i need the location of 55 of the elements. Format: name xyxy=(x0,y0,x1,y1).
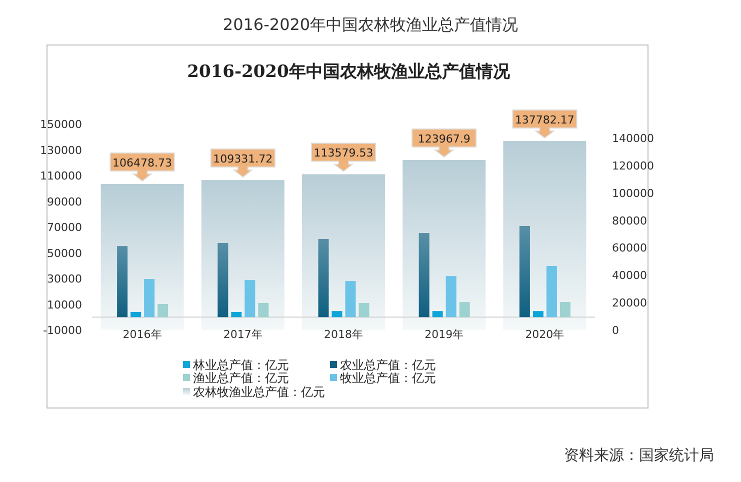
bar xyxy=(532,311,544,318)
bar xyxy=(459,302,470,318)
bar xyxy=(519,226,530,318)
y-tick-label: 150000 xyxy=(40,118,82,131)
bar xyxy=(117,246,128,318)
y-tick-label: 30000 xyxy=(47,272,82,286)
y2-tick-label: 140000 xyxy=(612,132,654,145)
x-tick-label: 2020年 xyxy=(525,328,564,341)
chart-subtitle: 2016-2020年中国农林牧渔业总产值情况 xyxy=(187,62,511,82)
y-tick-label: 70000 xyxy=(47,221,82,234)
x-tick-label: 2019年 xyxy=(424,328,464,341)
bar xyxy=(158,304,168,318)
bar xyxy=(244,280,256,318)
x-tick-label: 2017年 xyxy=(223,328,262,341)
y2-tick-label: 60000 xyxy=(612,242,647,255)
bar xyxy=(218,242,228,318)
bar xyxy=(560,302,570,318)
bar xyxy=(318,238,329,318)
y2-tick-label: 0 xyxy=(612,324,619,337)
legend-label: 牧业总产值：亿元 xyxy=(340,371,436,385)
y2-tick-label: 80000 xyxy=(612,214,647,228)
x-tick-label: 2018年 xyxy=(324,328,363,341)
chart-title: 2016-2020年中国农林牧渔业总产值情况 xyxy=(222,15,518,34)
bar xyxy=(332,311,342,318)
y2-tick-label: 20000 xyxy=(612,296,647,310)
legend-label: 农业总产值：亿元 xyxy=(340,358,436,372)
y2-tick-label: 120000 xyxy=(612,159,654,172)
y-tick-label: 10000 xyxy=(47,298,82,312)
y-tick-label: 130000 xyxy=(40,144,82,157)
legend-label: 农林牧渔业总产值：亿元 xyxy=(193,385,325,399)
data-label: 113579.53 xyxy=(314,146,374,160)
bar xyxy=(418,233,430,318)
bar xyxy=(144,279,155,318)
bar xyxy=(446,276,456,318)
y2-tick-label: 100000 xyxy=(612,186,654,200)
legend-label: 渔业总产值：亿元 xyxy=(193,371,289,385)
data-label: 106478.73 xyxy=(112,156,172,170)
bar xyxy=(358,302,370,318)
bar xyxy=(345,281,356,318)
bar xyxy=(546,266,557,318)
y2-tick-label: 40000 xyxy=(612,269,647,282)
y-tick-label: 110000 xyxy=(40,170,82,182)
data-label: 137782.17 xyxy=(514,114,574,127)
bar xyxy=(130,312,142,318)
y-tick-label: 90000 xyxy=(47,195,82,208)
y-tick-label: -10000 xyxy=(43,324,82,337)
bar xyxy=(258,302,269,318)
text: 资料来源：国家统计局 xyxy=(564,446,714,464)
y-tick-label: 50000 xyxy=(47,246,82,260)
bar xyxy=(231,312,242,318)
bar xyxy=(432,311,443,318)
x-tick-label: 2016年 xyxy=(122,328,162,341)
legend-label: 林业总产值：亿元 xyxy=(192,358,289,372)
data-label: 123967.9 xyxy=(418,132,470,146)
data-label: 109331.72 xyxy=(213,152,273,166)
